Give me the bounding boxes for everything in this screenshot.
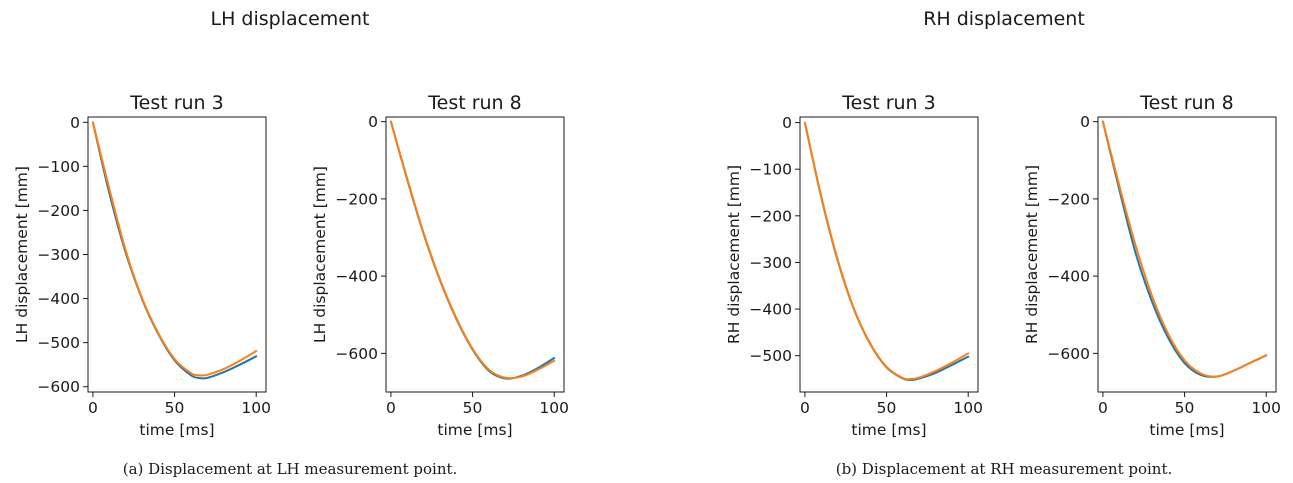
chart-panel-2: 0 50 100 0 −200 −400 −600 Test run 8 time [ms] LH…	[311, 92, 569, 439]
y-axis-label: LH displacement [mm]	[311, 166, 329, 343]
x-tick-label: 50	[463, 399, 483, 417]
y-tick-label: −300	[749, 254, 792, 272]
y-tick-label: −400	[749, 301, 792, 319]
x-tick-label: 0	[88, 399, 98, 417]
x-axis-label: time [ms]	[437, 421, 512, 439]
y-tick-label: −200	[1047, 190, 1090, 208]
series-line-1	[389, 120, 556, 380]
x-tick-label: 50	[1175, 399, 1195, 417]
y-tick-label: −400	[1047, 268, 1090, 286]
y-tick-label: 0	[782, 114, 792, 132]
x-tick-label: 100	[241, 399, 271, 417]
chart-panels: 0 50 100 0 −100 −200 −300 −400 −500 −600 Test run …	[13, 92, 1281, 439]
series-line-1	[1101, 120, 1268, 378]
y-tick-label: −400	[335, 268, 378, 286]
y-tick-label: −400	[37, 290, 80, 308]
chart-panel-4: 0 50 100 0 −200 −400 −600 Test run 8 time [ms] RH…	[1023, 92, 1281, 439]
axes-frame	[385, 116, 565, 393]
panel-title: Test run 3	[129, 92, 223, 114]
y-tick-label: −500	[749, 347, 792, 365]
chart-panel-3: 0 50 100 0 −100 −200 −300 −400 −500 Test run 3 tim…	[725, 92, 983, 439]
series-line-1	[803, 121, 970, 381]
series-lines	[803, 121, 970, 381]
x-tick-label: 100	[539, 399, 569, 417]
series-lines	[91, 121, 258, 380]
panel-title: Test run 8	[1139, 92, 1233, 114]
x-tick-label: 0	[1098, 399, 1108, 417]
series-line-2	[91, 121, 258, 377]
x-axis-label: time [ms]	[1149, 421, 1224, 439]
series-line-2	[1101, 120, 1268, 378]
series-lines	[1101, 120, 1268, 378]
y-tick-label: −300	[37, 246, 80, 264]
caption-lh: (a) Displacement at LH measurement point…	[123, 460, 458, 478]
y-tick-label: −600	[335, 345, 378, 363]
suptitle-lh: LH displacement	[211, 8, 370, 30]
series-line-2	[389, 120, 556, 380]
x-tick-label: 100	[1251, 399, 1281, 417]
y-tick-label: −100	[37, 158, 80, 176]
x-tick-label: 100	[953, 399, 983, 417]
y-tick-label: −200	[749, 207, 792, 225]
series-line-1	[91, 121, 258, 380]
x-tick-label: 0	[386, 399, 396, 417]
y-tick-label: −200	[37, 202, 80, 220]
y-tick-label: 0	[368, 113, 378, 131]
suptitle-rh: RH displacement	[923, 8, 1085, 30]
panel-title: Test run 3	[841, 92, 935, 114]
panel-title: Test run 8	[427, 92, 521, 114]
x-axis-label: time [ms]	[851, 421, 926, 439]
series-line-2	[803, 121, 970, 381]
y-tick-label: 0	[1080, 113, 1090, 131]
chart-panel-1: 0 50 100 0 −100 −200 −300 −400 −500 −600 Test run …	[13, 92, 271, 439]
y-tick-label: −200	[335, 190, 378, 208]
y-tick-label: −100	[749, 161, 792, 179]
x-tick-label: 0	[800, 399, 810, 417]
y-tick-label: −600	[37, 378, 80, 396]
y-axis-label: RH displacement [mm]	[1023, 165, 1041, 344]
caption-rh: (b) Displacement at RH measurement point…	[836, 460, 1173, 478]
y-tick-label: −500	[37, 334, 80, 352]
x-tick-label: 50	[877, 399, 897, 417]
x-axis-label: time [ms]	[139, 421, 214, 439]
axes-frame	[1097, 116, 1277, 393]
series-lines	[389, 120, 556, 380]
y-axis-label: LH displacement [mm]	[13, 166, 31, 343]
y-tick-label: 0	[70, 114, 80, 132]
x-tick-label: 50	[165, 399, 185, 417]
axes-frame	[799, 116, 979, 393]
y-tick-label: −600	[1047, 345, 1090, 363]
axes-frame	[87, 116, 267, 393]
y-axis-label: RH displacement [mm]	[725, 165, 743, 344]
